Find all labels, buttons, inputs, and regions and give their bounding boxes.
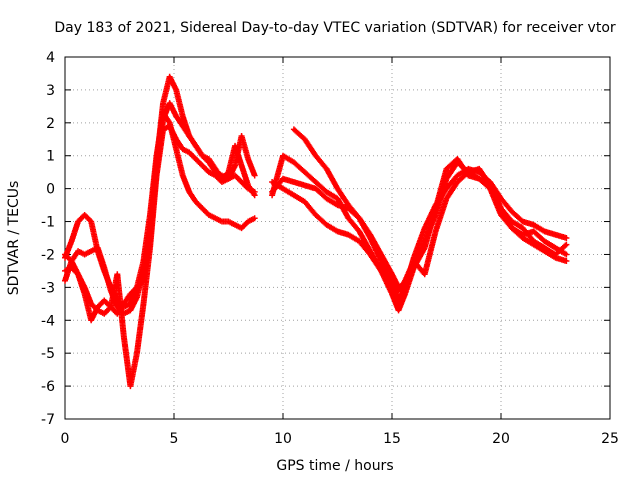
series-markers <box>290 126 570 291</box>
data-series <box>62 73 570 390</box>
x-tick-label: 15 <box>383 431 401 447</box>
series-markers <box>269 165 570 294</box>
y-tick-label: -2 <box>41 247 55 263</box>
y-tick-label: 4 <box>46 50 55 66</box>
series-track-2 <box>62 73 258 317</box>
y-tick-label: 2 <box>46 116 55 132</box>
x-axis: 0 5 10 15 20 25 <box>61 57 619 447</box>
x-tick-label: 10 <box>274 431 292 447</box>
y-axis-title: SDTVAR / TECUs <box>6 181 22 296</box>
x-tick-label: 0 <box>61 431 70 447</box>
y-tick-label: 3 <box>46 83 55 99</box>
y-tick-label: 1 <box>46 149 55 165</box>
x-axis-title: GPS time / hours <box>276 458 393 474</box>
x-tick-label: 25 <box>601 431 619 447</box>
y-tick-label: -3 <box>41 280 55 296</box>
y-tick-label: -6 <box>41 379 55 395</box>
grid-lines <box>65 57 610 419</box>
y-tick-label: -4 <box>41 313 55 329</box>
series-track-7 <box>269 165 570 294</box>
series-track-8 <box>290 126 570 291</box>
y-axis: -7 -6 -5 -4 -3 -2 -1 0 1 2 3 4 <box>41 50 610 428</box>
series-track-4 <box>62 100 258 324</box>
y-tick-label: -7 <box>41 412 55 428</box>
y-tick-label: 0 <box>46 182 55 198</box>
plot-frame <box>64 56 611 420</box>
chart-title: Day 183 of 2021, Sidereal Day-to-day VTE… <box>54 20 616 36</box>
y-tick-label: -1 <box>41 215 55 231</box>
x-tick-label: 5 <box>170 431 179 447</box>
series-markers <box>62 73 258 317</box>
series-markers <box>62 100 258 324</box>
x-tick-label: 20 <box>492 431 510 447</box>
y-tick-label: -5 <box>41 346 55 362</box>
